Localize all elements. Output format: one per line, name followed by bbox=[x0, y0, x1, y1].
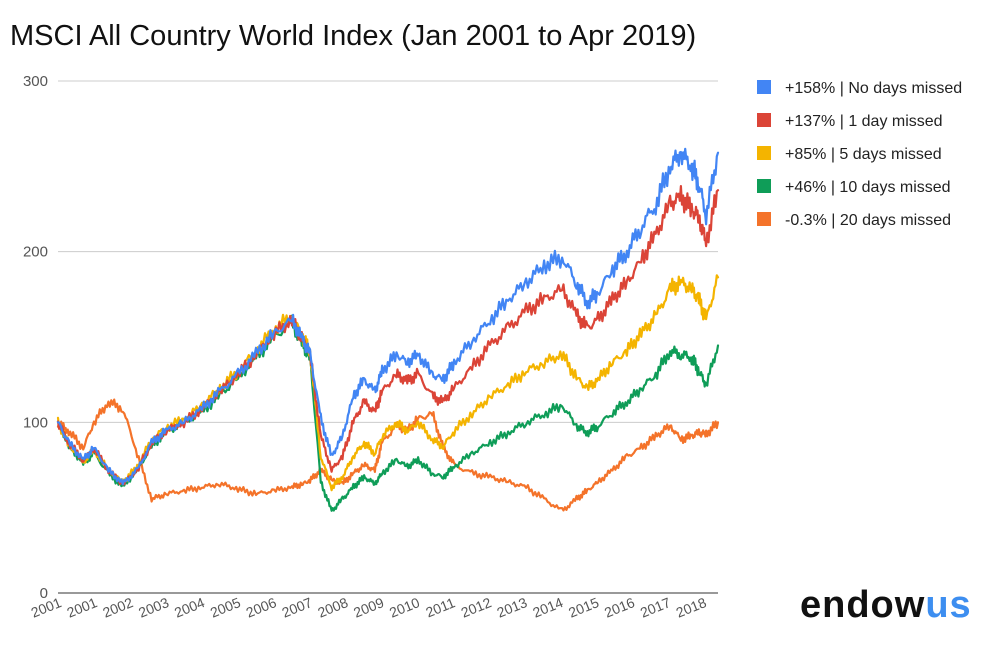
chart-title: MSCI All Country World Index (Jan 2001 t… bbox=[10, 20, 696, 52]
brand-logo-accent: us bbox=[925, 584, 971, 626]
brand-logo: endowus bbox=[800, 584, 972, 626]
x-tick-label: 2018 bbox=[674, 594, 709, 621]
series-line bbox=[56, 314, 720, 512]
legend-swatch bbox=[757, 146, 771, 160]
y-tick-label: 0 bbox=[40, 585, 48, 602]
legend-swatch bbox=[757, 113, 771, 127]
series-line bbox=[56, 147, 720, 486]
legend: +158% | No days missed +137% | 1 day miss… bbox=[757, 80, 962, 229]
x-tick-label: 2005 bbox=[208, 594, 243, 621]
legend-label: +85% | 5 days missed bbox=[785, 146, 942, 163]
legend-label: +46% | 10 days missed bbox=[785, 179, 951, 196]
y-tick-label: 300 bbox=[23, 73, 48, 90]
x-tick-labels: 2001 2001 2002 2003 2004 2005 2006 2007 2008 2009… bbox=[29, 594, 709, 621]
x-tick-label: 2011 bbox=[423, 594, 457, 620]
x-tick-label: 2017 bbox=[638, 594, 673, 621]
series-line bbox=[56, 185, 720, 486]
series-layer bbox=[56, 147, 720, 512]
x-tick-label: 2001 bbox=[65, 594, 100, 621]
series-line bbox=[56, 398, 720, 512]
y-grid: 0 100 200 300 bbox=[23, 73, 718, 602]
x-tick-label: 2006 bbox=[244, 594, 279, 621]
x-tick-label: 2010 bbox=[387, 594, 422, 621]
brand-logo-main: endow bbox=[800, 584, 925, 626]
x-tick-label: 2016 bbox=[602, 594, 637, 621]
legend-label: +158% | No days missed bbox=[785, 80, 962, 97]
legend-swatch bbox=[757, 179, 771, 193]
x-tick-label: 2008 bbox=[315, 594, 350, 621]
y-tick-label: 100 bbox=[23, 414, 48, 431]
x-tick-label: 2014 bbox=[530, 594, 565, 621]
legend-label: -0.3% | 20 days missed bbox=[785, 212, 951, 229]
x-tick-label: 2007 bbox=[280, 594, 315, 621]
y-tick-label: 200 bbox=[23, 244, 48, 261]
x-tick-label: 2003 bbox=[136, 594, 171, 621]
x-tick-label: 2013 bbox=[495, 594, 530, 621]
x-tick-label: 2004 bbox=[172, 594, 207, 621]
series-line bbox=[56, 274, 720, 492]
x-tick-label: 2015 bbox=[566, 594, 601, 621]
legend-swatch bbox=[757, 212, 771, 226]
x-tick-label: 2009 bbox=[351, 594, 386, 621]
x-tick-label: 2001 bbox=[29, 594, 64, 621]
legend-swatch bbox=[757, 80, 771, 94]
x-tick-label: 2002 bbox=[100, 594, 135, 621]
x-tick-label: 2012 bbox=[459, 594, 494, 621]
legend-label: +137% | 1 day missed bbox=[785, 113, 943, 130]
